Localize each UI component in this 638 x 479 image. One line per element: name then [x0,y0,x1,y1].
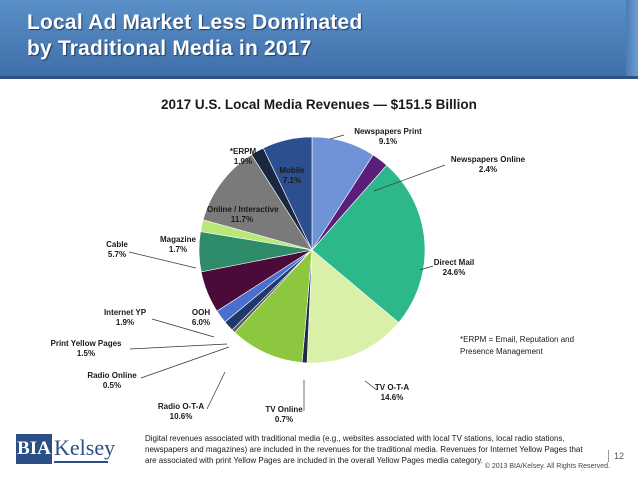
pie-slice [234,249,313,363]
slice-label-value: 0.5% [102,381,122,390]
slice-label: Print Yellow Pages 1.5% [31,339,141,359]
slice-label: Mobile 7.1% [272,166,312,186]
slice-label: Newspapers Print 9.1% [348,127,428,147]
slice-label-name: Radio Online [87,371,137,380]
slice-label-name: TV Online [265,405,303,414]
slice-label: Newspapers Online 2.4% [438,155,538,175]
page-number: 12 [608,450,624,462]
slice-label: Radio O-T-A 10.6% [151,402,211,422]
slice-label-value: 0.7% [274,415,294,424]
pie-slice [202,154,313,251]
slice-label: TV Online 0.7% [254,405,314,425]
slice-label-name: Cable [106,240,128,249]
slice-label: Direct Mail 24.6% [424,258,484,278]
pie-slice [262,136,313,251]
pie-slice [311,164,426,323]
slice-label: Radio Online 0.5% [82,371,142,391]
logo-underline [54,461,108,463]
slice-label-value: 10.6% [169,412,193,421]
slice-label-name: Magazine [159,235,196,244]
slice-label: Internet YP 1.9% [95,308,155,328]
slice-label-name: Internet YP [103,308,147,317]
slice-label-name: Newspapers Print [354,127,422,136]
slice-label-value: 5.7% [107,250,127,259]
slice-label-name: Online / Interactive [207,205,279,214]
leader-line [140,346,230,379]
slice-label-value: 24.6% [442,268,466,277]
leader-line [128,251,197,269]
slide-title: Local Ad Market Less Dominated by Tradit… [27,10,362,62]
slice-label-name: OOH [191,308,211,317]
slice-label-name: Mobile [279,166,305,175]
slice-label-value: 1.9% [233,157,253,166]
bia-kelsey-logo: BIA Kelsey [16,432,115,466]
slice-label: Online / Interactive 11.7% [207,205,279,225]
copyright: © 2013 BIA/Kelsey. All Rights Reserved. [484,463,610,470]
slice-label: TV O-T-A 14.6% [362,383,422,403]
footnote: Digital revenues associated with traditi… [145,434,583,465]
slice-label-value: 1.7% [168,245,188,254]
slice-label-name: Radio O-T-A [157,402,205,411]
slice-label: OOH 6.0% [181,308,221,328]
slice-label-name: *ERPM [229,147,257,156]
slice-label-value: 1.9% [115,318,135,327]
slice-label-value: 11.7% [230,215,254,224]
pie-slice [306,249,400,364]
title-banner: Local Ad Market Less Dominated by Tradit… [0,0,638,79]
slice-label-name: Direct Mail [433,258,475,267]
chart-title: 2017 U.S. Local Media Revenues — $151.5 … [161,97,477,112]
leader-line [151,318,215,338]
leader-line [329,134,345,140]
slice-label-value: 1.5% [76,349,96,358]
slide-title-line2: by Traditional Media in 2017 [27,37,312,60]
slice-label-name: TV O-T-A [374,383,410,392]
logo-text: Kelsey [54,435,116,460]
slice-label-value: 14.6% [380,393,404,402]
slice-label-value: 7.1% [282,176,302,185]
leader-line [419,265,434,271]
slice-label-name: Newspapers Online [450,155,526,164]
leader-line [206,371,226,410]
logo-box: BIA [16,434,52,464]
slice-label-name: Print Yellow Pages [50,339,122,348]
slice-label-value: 2.4% [478,165,498,174]
banner-edge [626,0,638,76]
leader-line [129,343,228,350]
slice-label-value: 9.1% [378,137,398,146]
slice-label: *ERPM 1.9% [223,147,263,167]
slice-label: Cable 5.7% [97,240,137,260]
leader-line [373,164,446,192]
slice-label-value: 6.0% [191,318,211,327]
leader-line [364,380,378,391]
erpm-note: *ERPM = Email, Reputation and Presence M… [460,335,575,356]
slice-label: Magazine 1.7% [153,235,203,255]
slide-title-line1: Local Ad Market Less Dominated [27,11,363,34]
